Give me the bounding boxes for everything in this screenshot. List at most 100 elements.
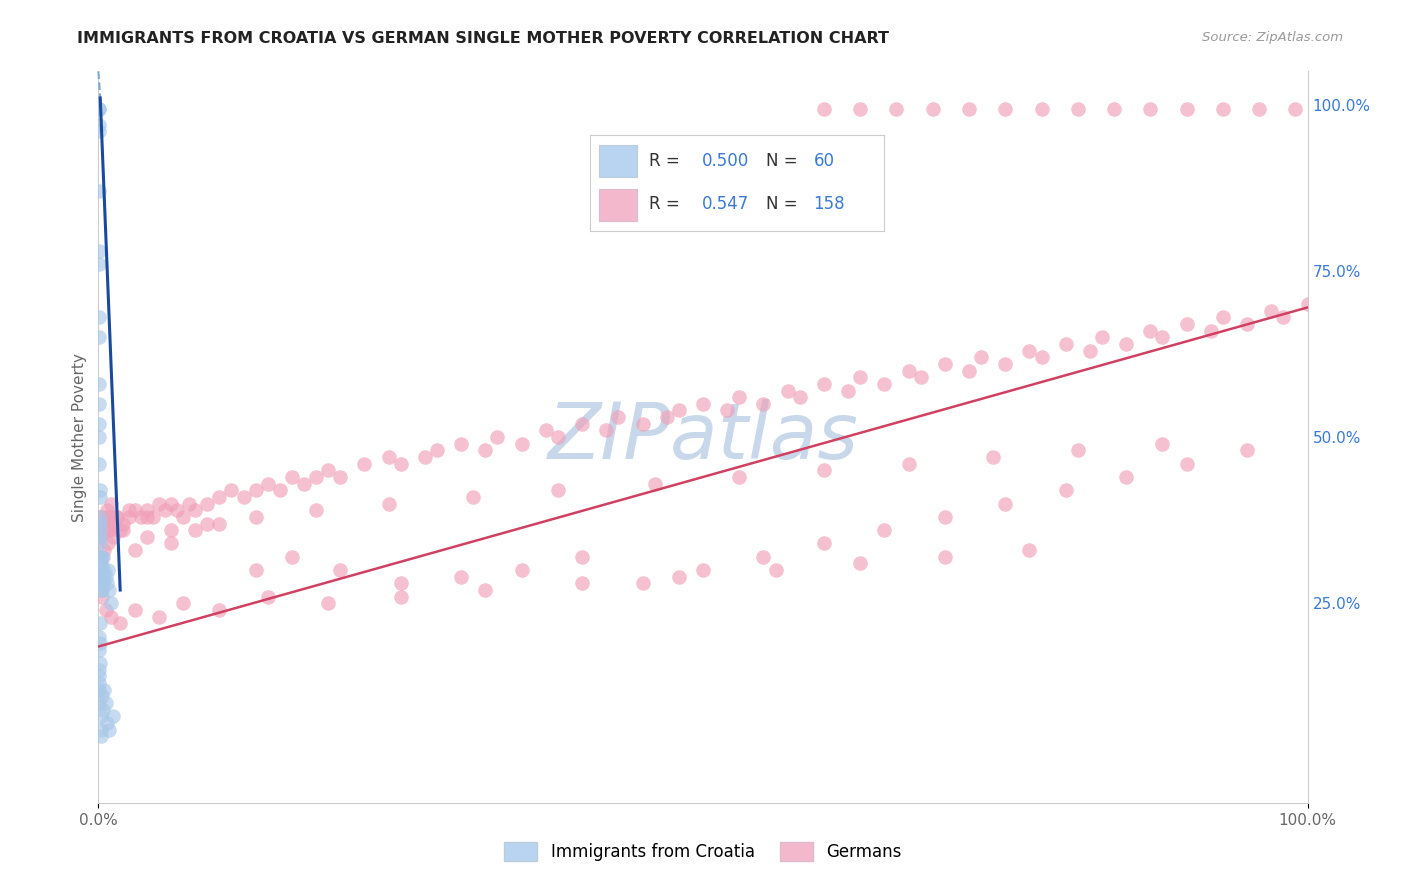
Point	[1236, 317, 1258, 331]
Point	[90, 523, 112, 537]
Point	[329, 563, 352, 577]
Point	[89, 636, 111, 650]
Point	[96, 576, 118, 591]
Point	[1115, 470, 1137, 484]
Point	[91, 690, 114, 704]
Y-axis label: Single Mother Poverty: Single Mother Poverty	[72, 352, 87, 522]
Point	[90, 523, 112, 537]
Point	[752, 549, 775, 564]
Point	[1139, 102, 1161, 116]
Point	[631, 417, 654, 431]
Point	[413, 450, 436, 464]
Point	[97, 523, 120, 537]
Point	[353, 457, 375, 471]
Point	[135, 509, 157, 524]
Text: Source: ZipAtlas.com: Source: ZipAtlas.com	[1202, 31, 1343, 45]
Point	[91, 516, 114, 531]
Point	[595, 424, 617, 438]
Point	[91, 703, 114, 717]
Point	[728, 390, 751, 404]
Point	[1212, 102, 1234, 116]
Point	[886, 102, 908, 116]
Point	[474, 443, 496, 458]
Point	[91, 516, 114, 531]
Point	[195, 516, 218, 531]
Point	[100, 609, 122, 624]
Point	[96, 516, 118, 531]
Point	[1296, 297, 1319, 311]
Point	[172, 596, 194, 610]
Point	[547, 430, 569, 444]
Point	[208, 603, 231, 617]
Point	[89, 376, 111, 391]
Point	[94, 570, 117, 584]
Text: R =: R =	[648, 152, 685, 170]
Point	[813, 376, 835, 391]
Text: 0.500: 0.500	[702, 152, 749, 170]
Bar	[599, 145, 637, 177]
Point	[87, 682, 110, 697]
Point	[305, 470, 328, 484]
Point	[89, 516, 111, 531]
Point	[981, 450, 1004, 464]
Point	[389, 457, 412, 471]
Point	[172, 509, 194, 524]
Point	[90, 516, 112, 531]
Point	[160, 497, 183, 511]
Point	[98, 723, 121, 737]
Point	[96, 716, 118, 731]
Point	[256, 476, 278, 491]
Text: R =: R =	[648, 195, 685, 213]
Point	[90, 563, 112, 577]
Point	[728, 470, 751, 484]
Point	[1139, 324, 1161, 338]
Point	[166, 503, 188, 517]
Point	[245, 483, 267, 498]
Point	[89, 616, 111, 631]
Point	[607, 410, 630, 425]
Point	[90, 557, 112, 571]
Point	[1091, 330, 1114, 344]
Point	[184, 503, 207, 517]
Point	[377, 497, 399, 511]
Point	[644, 476, 666, 491]
Point	[292, 476, 315, 491]
Point	[1031, 351, 1053, 365]
Point	[208, 516, 231, 531]
Point	[94, 509, 117, 524]
Point	[897, 363, 920, 377]
Point	[1284, 102, 1306, 116]
Point	[1199, 324, 1222, 338]
Point	[96, 503, 118, 517]
Point	[135, 503, 157, 517]
Point	[776, 384, 799, 398]
Point	[100, 497, 122, 511]
Point	[910, 370, 932, 384]
Point	[101, 516, 124, 531]
Point	[89, 397, 111, 411]
Text: 60: 60	[814, 152, 834, 170]
Point	[245, 509, 267, 524]
Point	[148, 609, 170, 624]
Point	[89, 656, 111, 670]
Point	[1067, 102, 1090, 116]
Point	[89, 563, 111, 577]
Point	[89, 669, 111, 683]
Point	[89, 509, 111, 524]
Point	[91, 576, 114, 591]
Point	[94, 696, 117, 710]
Point	[89, 643, 111, 657]
Point	[87, 102, 110, 116]
Point	[1175, 457, 1198, 471]
Point	[118, 509, 141, 524]
Point	[1102, 102, 1125, 116]
Point	[571, 549, 593, 564]
Point	[316, 463, 339, 477]
Point	[281, 470, 304, 484]
Point	[90, 729, 112, 743]
Point	[179, 497, 201, 511]
Point	[377, 450, 399, 464]
Point	[89, 430, 111, 444]
Point	[89, 457, 111, 471]
Bar	[599, 189, 637, 221]
